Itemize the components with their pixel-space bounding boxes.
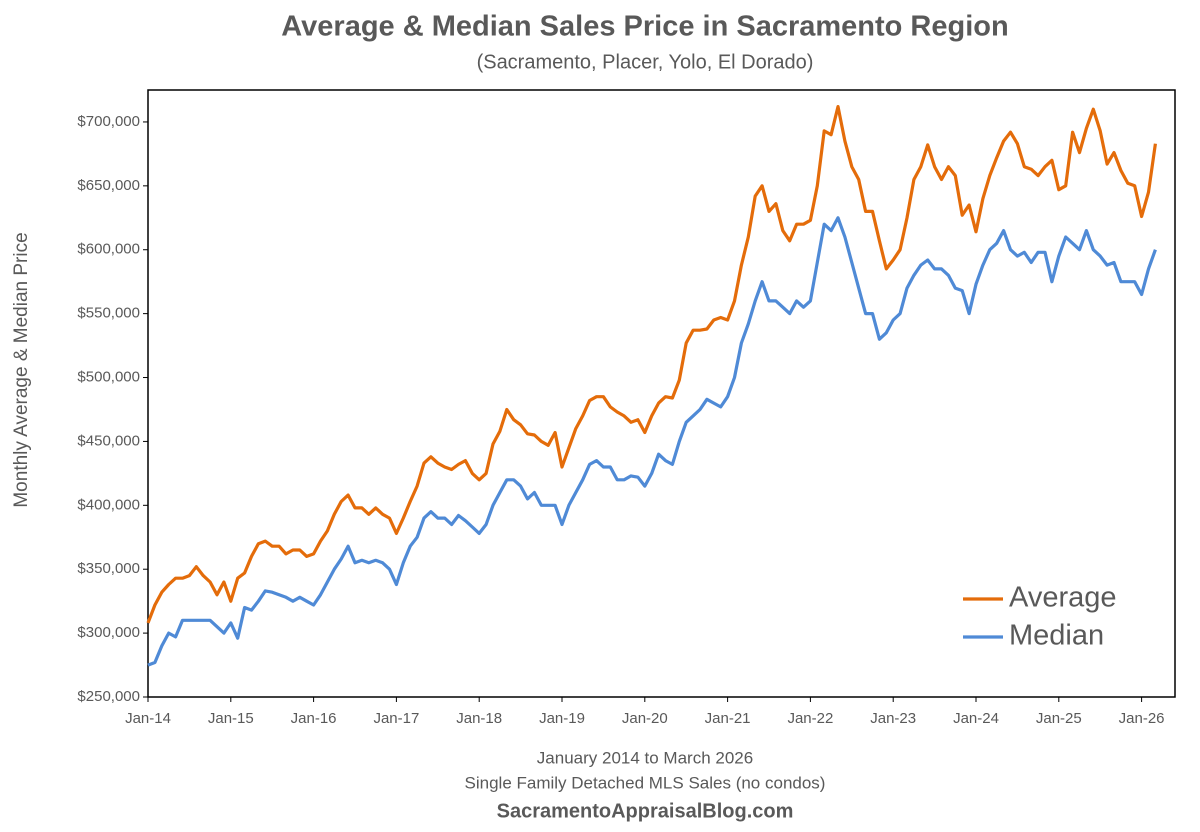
y-tick-label: $600,000 <box>77 241 140 258</box>
x-tick-label: Jan-19 <box>539 710 585 727</box>
y-tick-label: $650,000 <box>77 177 140 194</box>
legend-label: Median <box>1009 620 1104 652</box>
x-tick-label: Jan-26 <box>1119 710 1165 727</box>
y-axis-label: Monthly Average & Median Price <box>11 232 32 507</box>
x-tick-label: Jan-15 <box>208 710 254 727</box>
line-series <box>146 105 1157 624</box>
y-tick-label: $500,000 <box>77 368 140 385</box>
y-tick-label: $400,000 <box>77 496 140 513</box>
x-tick-label: Jan-17 <box>373 710 419 727</box>
x-axis-label: January 2014 to March 2026 <box>537 748 753 767</box>
x-tick-label: Jan-20 <box>622 710 668 727</box>
legend-label: Average <box>1009 582 1117 614</box>
y-tick-label: $450,000 <box>77 432 140 449</box>
plot-frame <box>147 89 1176 698</box>
x-tick-label: Jan-16 <box>291 710 337 727</box>
x-tick-label: Jan-21 <box>705 710 751 727</box>
y-tick-label: $700,000 <box>77 113 140 130</box>
x-tick-label: Jan-25 <box>1036 710 1082 727</box>
chart-title: Average & Median Sales Price in Sacramen… <box>281 11 1008 43</box>
x-tick-label: Jan-23 <box>870 710 916 727</box>
note: Single Family Detached MLS Sales (no con… <box>465 773 826 792</box>
x-tick-label: Jan-14 <box>125 710 171 727</box>
y-tick-label: $250,000 <box>77 688 140 705</box>
source: SacramentoAppraisalBlog.com <box>497 800 794 822</box>
x-tick-label: Jan-18 <box>456 710 502 727</box>
line-series <box>147 216 1157 667</box>
y-tick-label: $350,000 <box>77 560 140 577</box>
x-tick-label: Jan-24 <box>953 710 999 727</box>
y-tick-label: $300,000 <box>77 624 140 641</box>
x-tick-label: Jan-22 <box>787 710 833 727</box>
chart-subtitle: (Sacramento, Placer, Yolo, El Dorado) <box>477 51 814 73</box>
y-tick-label: $550,000 <box>77 305 140 322</box>
